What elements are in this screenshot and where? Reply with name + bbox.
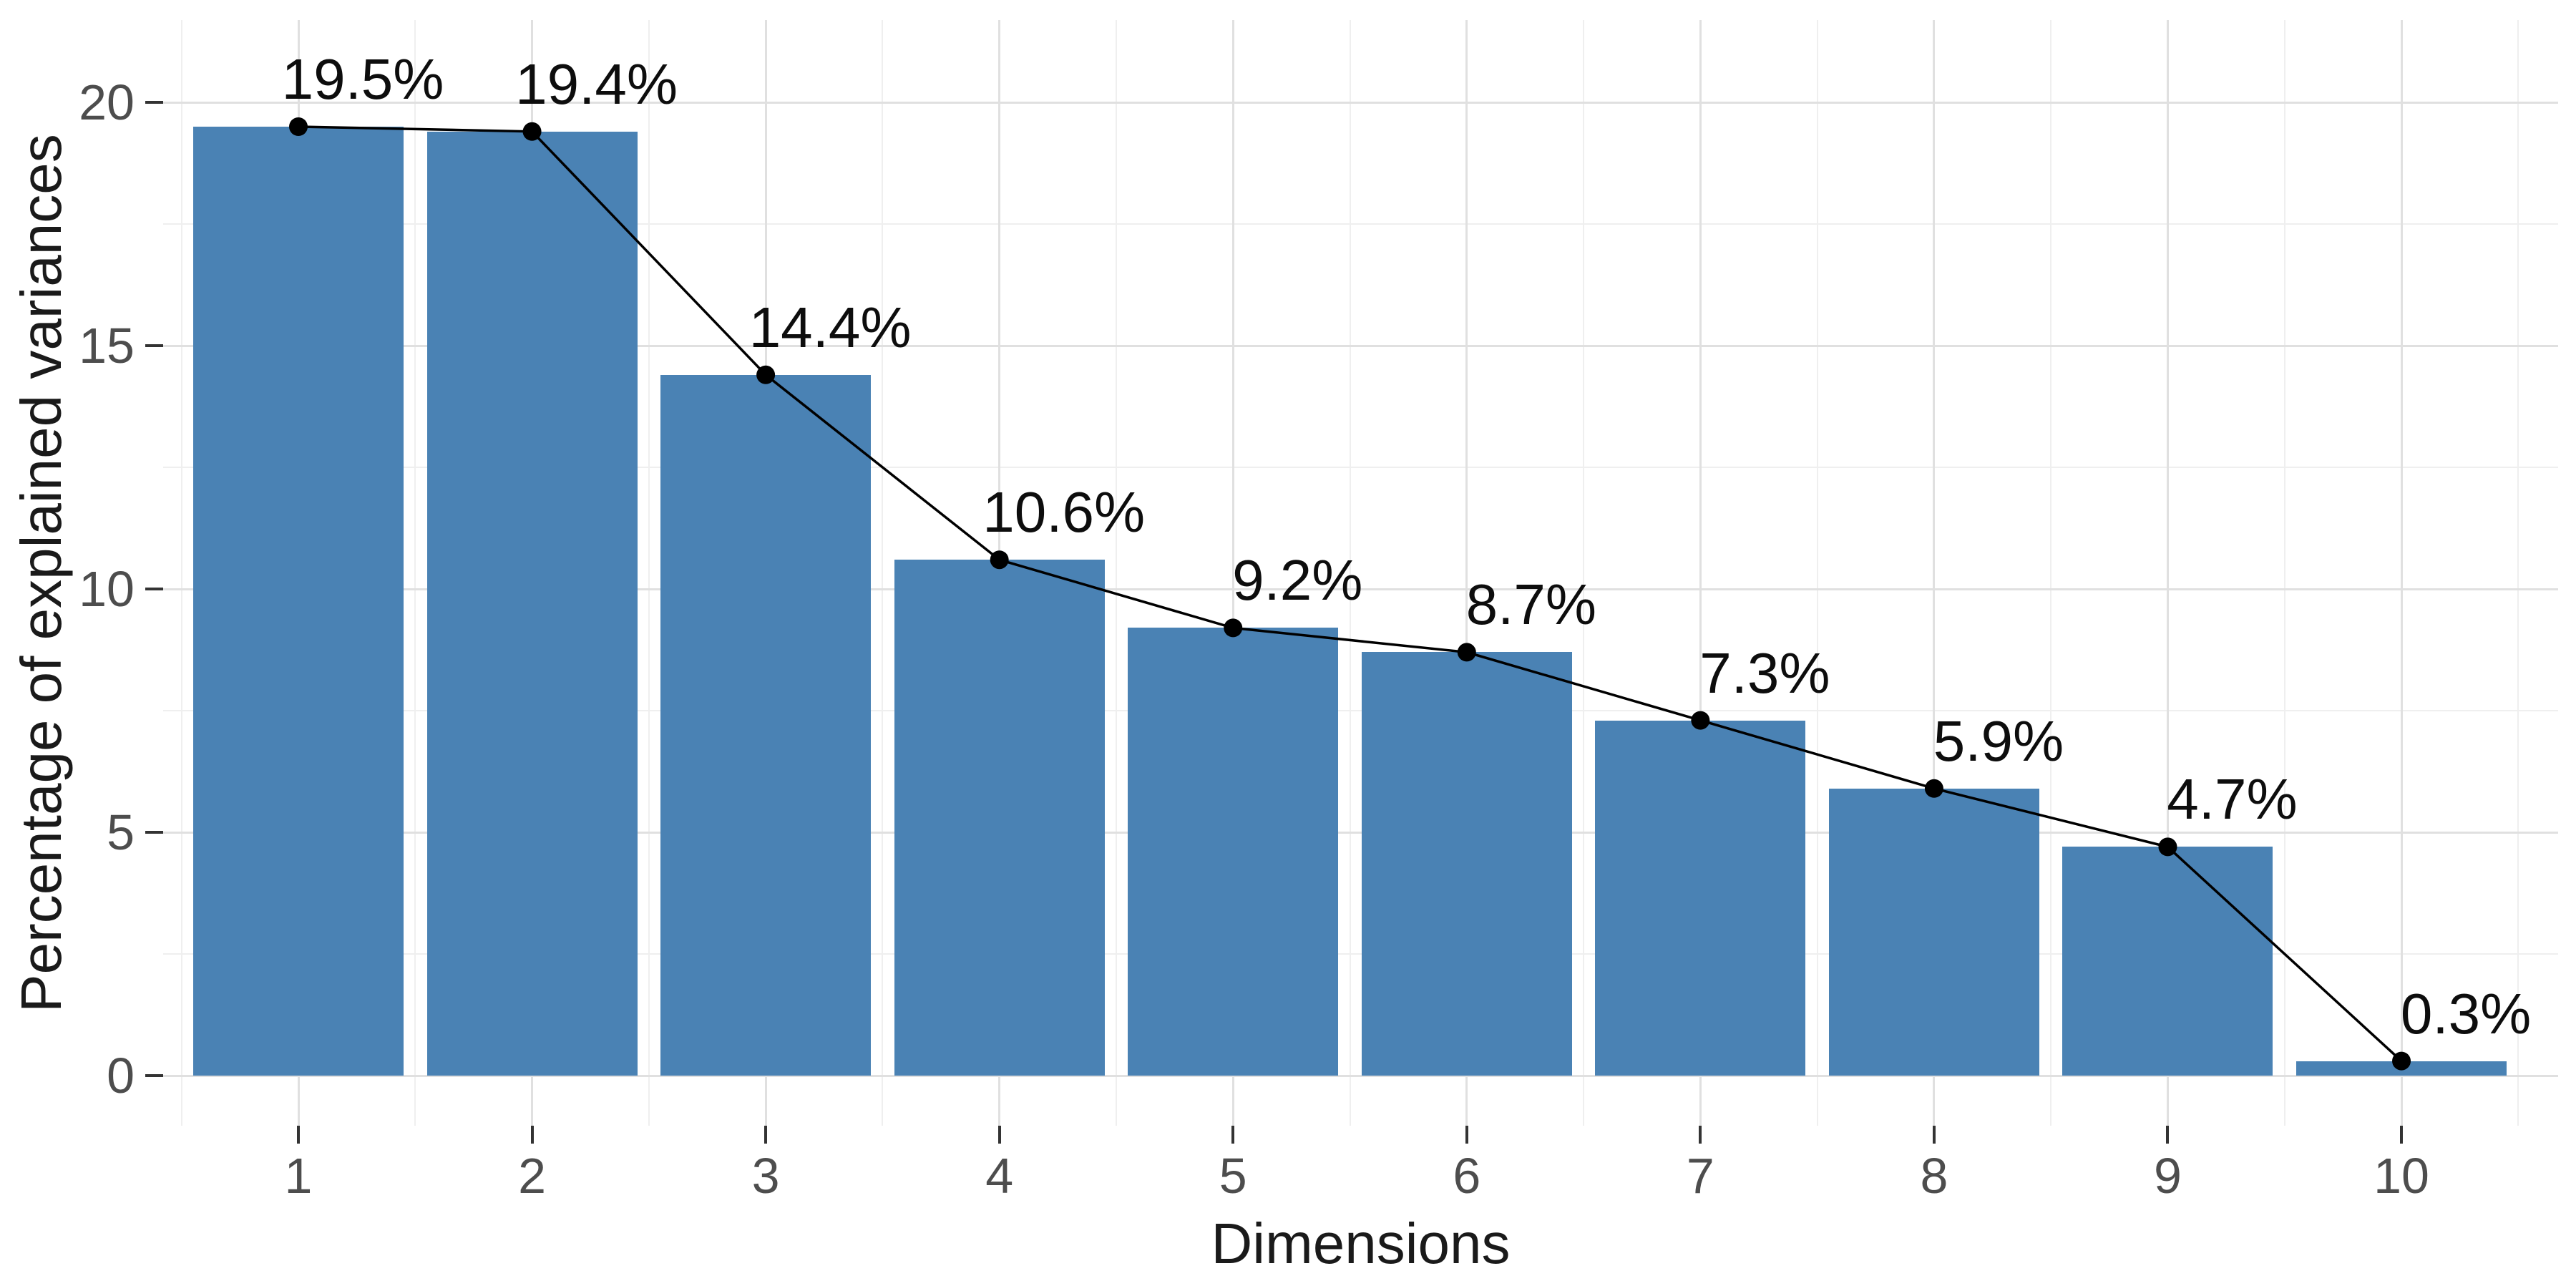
v-gridline-major [1933,20,1936,1126]
h-gridline-minor [163,710,2558,711]
v-gridline-minor [2517,20,2519,1126]
v-gridline-minor [1115,20,1117,1126]
data-point-label-7: 7.3% [1699,640,1830,705]
h-gridline-major [163,1074,2558,1077]
v-gridline-major [1465,20,1468,1126]
data-point-3 [756,365,776,384]
data-point-8 [1924,779,1943,798]
v-gridline-major [2400,20,2403,1126]
x-axis-tick-label: 4 [985,1148,1014,1204]
x-axis-tick-label: 10 [2373,1148,2429,1204]
data-point-label-10: 0.3% [2400,981,2532,1046]
x-axis-tick-label: 2 [518,1148,547,1204]
y-axis-tick [145,831,163,834]
scree-line [298,125,2403,1062]
y-axis-title: Percentage of explained variances [9,133,73,1013]
x-axis-tick [997,1126,1001,1144]
x-axis-tick [764,1126,768,1144]
x-axis-tick-label: 6 [1453,1148,1481,1204]
x-axis-tick [297,1126,300,1144]
x-axis-title: Dimensions [1211,1212,1511,1275]
data-point-label-8: 5.9% [1933,708,2064,773]
data-point-4 [990,550,1009,570]
data-point-7 [1691,711,1710,730]
x-axis-tick-label: 7 [1686,1148,1714,1204]
bar-dimension-1 [193,127,404,1076]
v-gridline-minor [2283,20,2285,1126]
y-axis-tick [145,588,163,590]
data-point-6 [1457,643,1476,662]
x-axis-tick [2166,1126,2170,1144]
data-point-label-6: 8.7% [1465,573,1596,637]
bar-dimension-2 [426,131,638,1076]
data-point-5 [1224,618,1243,638]
h-gridline-major [163,588,2558,590]
y-axis-tick [145,101,163,104]
data-point-label-1: 19.5% [281,47,444,111]
x-axis-tick [1231,1126,1235,1144]
y-axis-tick-label: 5 [107,804,135,860]
x-axis-tick [1699,1126,1702,1144]
bar-dimension-6 [1361,652,1572,1076]
v-gridline-minor [1583,20,1585,1126]
bar-dimension-7 [1595,720,1806,1076]
bar-dimension-5 [1128,628,1339,1076]
v-gridline-major [1231,20,1234,1126]
bar-dimension-9 [2062,847,2273,1076]
h-gridline-major [163,101,2558,104]
data-point-9 [2158,837,2177,857]
y-axis-tick-label: 20 [79,74,135,130]
v-gridline-minor [180,20,182,1126]
x-axis-tick-label: 8 [1920,1148,1948,1204]
data-point-label-4: 10.6% [982,480,1146,545]
y-axis-tick-label: 15 [79,318,135,374]
v-gridline-major [2166,20,2169,1126]
v-gridline-major [1699,20,1702,1126]
h-gridline-major [163,831,2558,834]
v-gridline-minor [882,20,884,1126]
data-point-2 [522,122,542,141]
y-axis-tick [145,1074,163,1077]
v-gridline-minor [1349,20,1351,1126]
data-point-1 [289,117,308,136]
h-gridline-minor [163,953,2558,955]
y-axis-tick [145,344,163,347]
x-axis-tick-label: 9 [2154,1148,2182,1204]
x-axis-tick [1465,1126,1468,1144]
x-axis-tick [1932,1126,1936,1144]
h-gridline-major [163,344,2558,347]
h-gridline-minor [163,467,2558,468]
data-point-label-3: 14.4% [748,295,912,359]
data-point-10 [2392,1051,2411,1071]
x-axis-tick [530,1126,534,1144]
v-gridline-minor [648,20,650,1126]
v-gridline-minor [2050,20,2052,1126]
x-axis-tick [2400,1126,2404,1144]
x-axis-tick-label: 5 [1219,1148,1247,1204]
y-axis-tick-label: 0 [107,1048,135,1104]
v-gridline-minor [414,20,416,1126]
v-gridline-minor [1816,20,1818,1126]
x-axis-tick-label: 3 [751,1148,780,1204]
x-axis-tick-label: 1 [284,1148,313,1204]
data-point-label-5: 9.2% [1232,548,1363,613]
bar-dimension-3 [660,374,872,1076]
h-gridline-minor [163,223,2558,225]
bar-dimension-8 [1828,788,2039,1076]
bar-dimension-4 [894,560,1105,1076]
data-point-label-9: 4.7% [2167,767,2298,832]
y-axis-tick-label: 10 [79,561,135,617]
data-point-label-2: 19.4% [515,52,678,116]
